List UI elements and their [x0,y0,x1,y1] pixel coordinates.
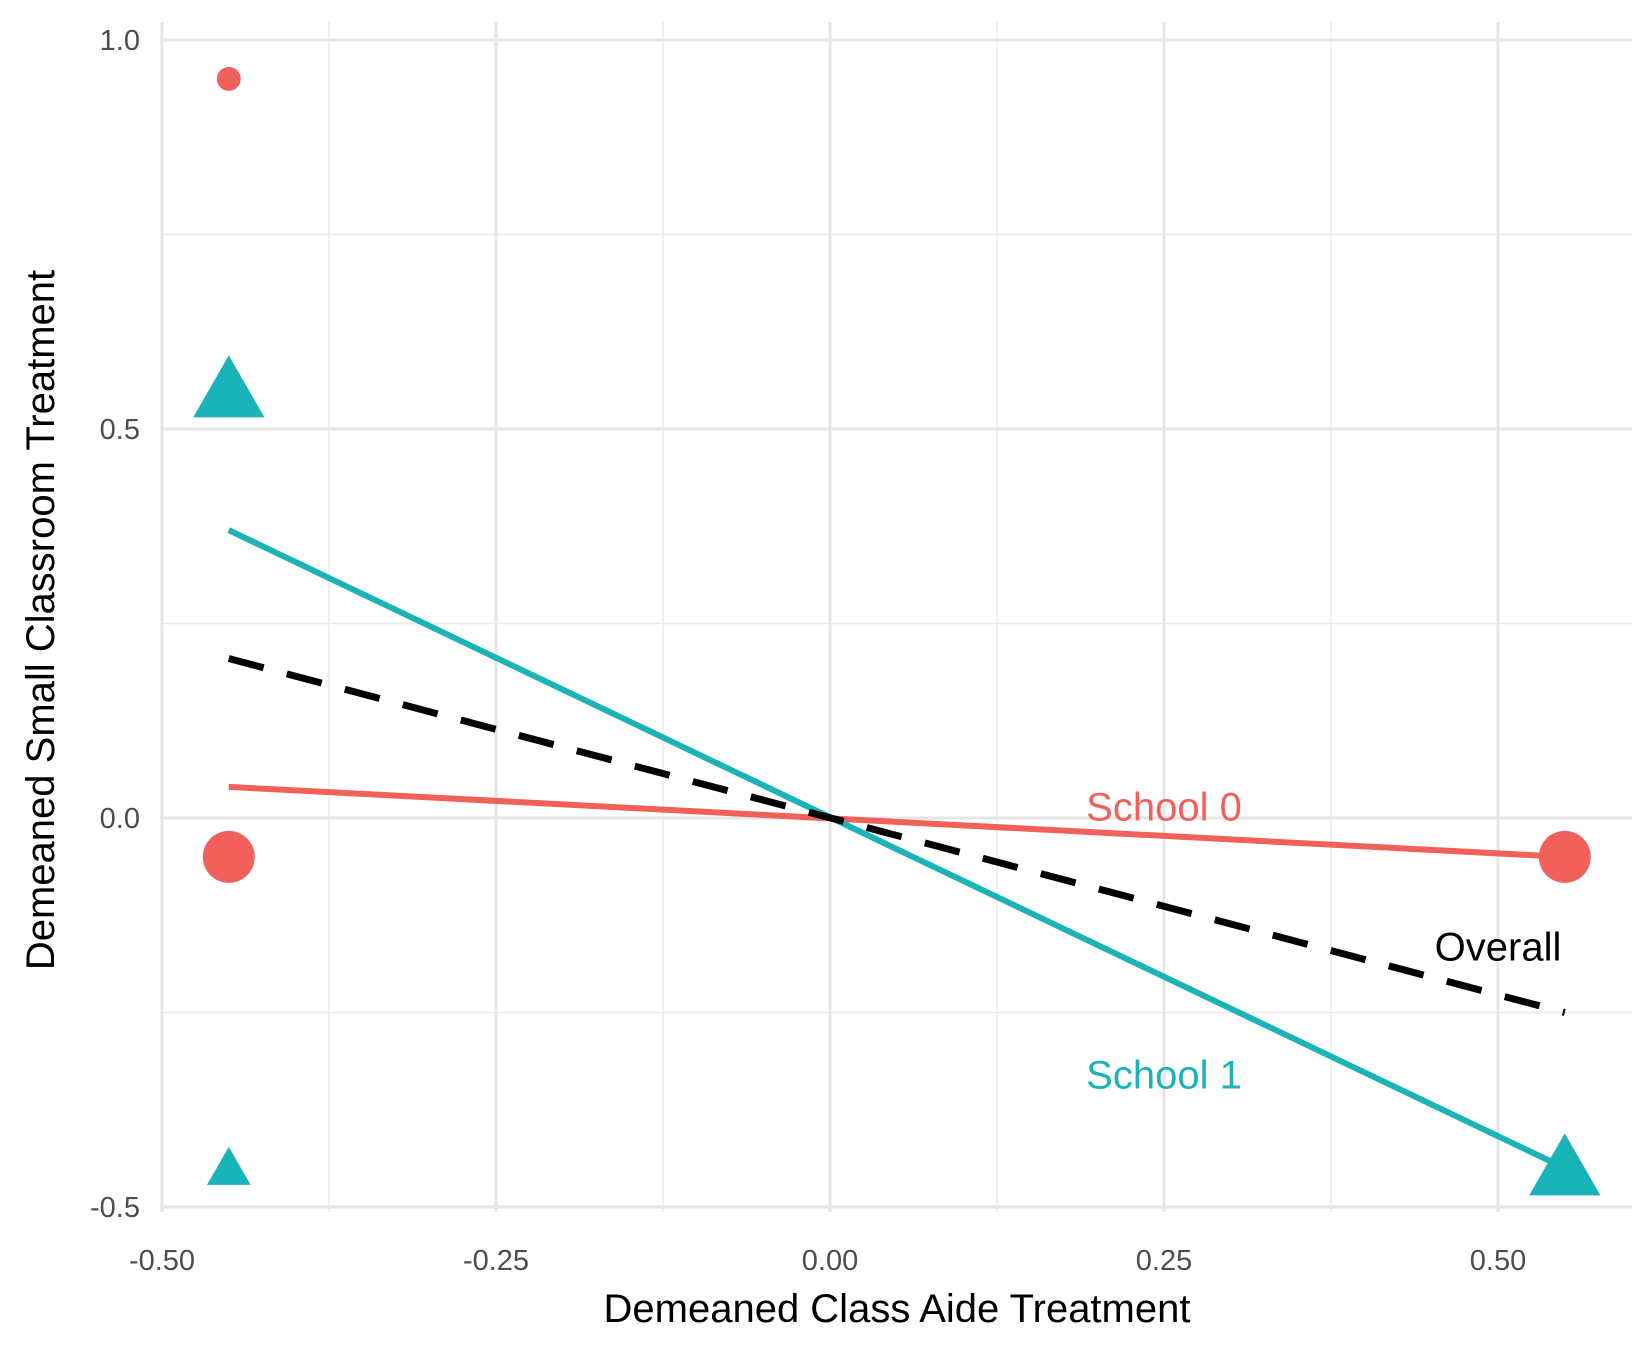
point-triangle [1529,1133,1601,1196]
y-axis-ticks: -0.5 0.0 0.5 1.0 [90,25,140,1224]
x-tick-label: -0.25 [463,1245,529,1277]
fit-lines [227,527,1567,1171]
fit-line-school-1 [227,527,1567,1171]
line-labels: School 0 School 1 Overall [1086,785,1561,1097]
point-triangle [206,1146,251,1185]
point-circle [202,830,255,883]
x-tick-label: -0.50 [129,1245,195,1277]
x-tick-label: 0.50 [1470,1245,1526,1277]
point-triangle [193,355,265,418]
fit-line-overall [227,655,1566,1016]
major-gridlines [160,22,1632,1212]
y-tick-label: 1.0 [100,25,140,57]
data-points [193,66,1601,1196]
x-tick-label: 0.00 [802,1245,858,1277]
x-tick-label: 0.25 [1136,1245,1192,1277]
point-circle [216,66,241,91]
line-label-overall: Overall [1435,925,1562,969]
y-tick-label: -0.5 [90,1192,140,1224]
y-tick-label: 0.5 [100,414,140,446]
line-label-school-0: School 0 [1086,785,1242,829]
y-tick-label: 0.0 [100,803,140,835]
point-circle [1538,830,1591,883]
x-axis-ticks: -0.50 -0.25 0.00 0.25 0.50 [129,1245,1526,1277]
minor-gridlines [160,22,1632,1212]
y-axis-title: Demeaned Small Classroom Treatment [19,270,63,970]
fit-line-school-0 [228,783,1565,860]
x-axis-title: Demeaned Class Aide Treatment [604,1287,1191,1331]
line-label-school-1: School 1 [1086,1054,1242,1098]
